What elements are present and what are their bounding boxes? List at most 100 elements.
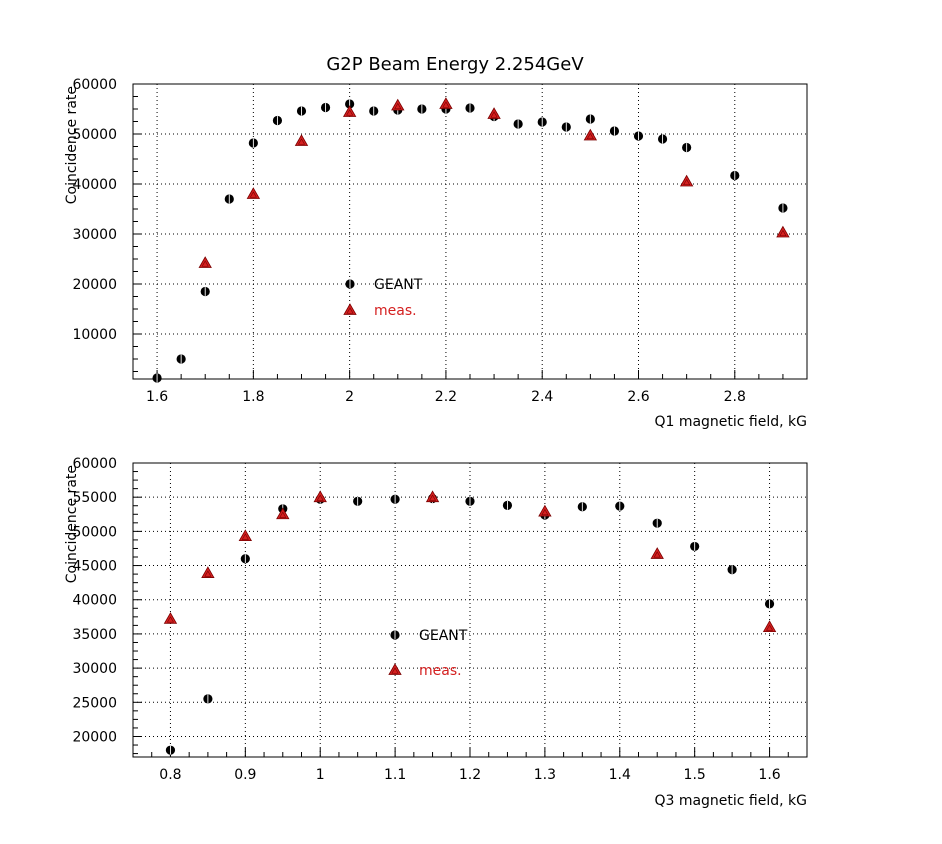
x-tick-label: 1.6 xyxy=(758,767,780,783)
x-tick-label: 0.9 xyxy=(234,767,256,783)
data-point xyxy=(439,97,453,109)
y-tick-label: 60000 xyxy=(72,77,117,93)
data-point xyxy=(238,529,253,542)
x-tick-label: 2.4 xyxy=(531,389,553,405)
data-point xyxy=(240,554,250,564)
x-axis-label: Q1 magnetic field, kG xyxy=(654,414,807,430)
data-point xyxy=(583,128,598,141)
data-point xyxy=(487,107,501,119)
x-tick-label: 1.1 xyxy=(384,767,406,783)
data-point xyxy=(762,620,777,632)
y-tick-label: 50000 xyxy=(72,127,117,143)
data-point xyxy=(561,122,571,132)
data-point xyxy=(633,131,644,141)
legend-marker-meas xyxy=(343,303,357,315)
x-tick-label: 1.6 xyxy=(146,389,168,405)
data-point xyxy=(657,134,668,144)
y-tick-label: 50000 xyxy=(72,524,117,540)
data-point xyxy=(730,170,740,181)
data-point xyxy=(294,134,309,146)
y-tick-label: 60000 xyxy=(72,456,117,472)
y-tick-label: 40000 xyxy=(72,593,117,609)
legend-marker-geant xyxy=(345,279,355,289)
data-point xyxy=(682,142,692,153)
data-point xyxy=(615,501,625,511)
data-point xyxy=(369,106,379,116)
x-tick-label: 2.8 xyxy=(724,389,746,405)
data-point xyxy=(417,104,427,114)
x-tick-label: 1.8 xyxy=(242,389,264,405)
y-tick-label: 25000 xyxy=(72,695,117,711)
y-tick-label: 55000 xyxy=(72,490,117,506)
y-tick-label: 10000 xyxy=(72,327,117,343)
data-point xyxy=(727,565,737,575)
x-tick-label: 2.6 xyxy=(627,389,649,405)
data-point xyxy=(585,114,595,124)
x-axis-label: Q3 magnetic field, kG xyxy=(654,793,807,809)
y-tick-label: 30000 xyxy=(72,227,117,243)
x-tick-label: 1.5 xyxy=(684,767,706,783)
data-point xyxy=(313,490,327,503)
data-point xyxy=(538,504,552,517)
y-tick-label: 30000 xyxy=(72,661,117,677)
data-point xyxy=(272,115,283,126)
data-point xyxy=(764,599,775,609)
data-point xyxy=(391,98,405,111)
data-point xyxy=(296,106,307,116)
legend: GEANT meas. xyxy=(343,277,423,319)
data-point xyxy=(652,518,662,528)
y-tick-label: 35000 xyxy=(72,627,117,643)
data-point xyxy=(203,694,213,704)
data-point xyxy=(342,105,357,117)
y-tick-label: 45000 xyxy=(72,559,117,575)
data-point xyxy=(353,496,363,506)
legend-marker-geant xyxy=(390,630,400,640)
data-point xyxy=(679,174,694,187)
series-geant xyxy=(152,99,788,383)
y-tick-label: 20000 xyxy=(72,729,117,745)
data-point xyxy=(224,194,234,204)
series-meas xyxy=(198,97,790,268)
legend-label-geant: GEANT xyxy=(419,628,468,644)
top-panel: 1.6 1.8 2 2.2 2.4 2.6 2.8 10000 20000 30000 40000 5… xyxy=(64,77,808,430)
y-tick-label: 40000 xyxy=(72,177,117,193)
grid xyxy=(133,83,807,379)
x-tick-label: 1 xyxy=(316,767,325,783)
data-point xyxy=(425,490,440,503)
data-point xyxy=(690,541,700,552)
data-point xyxy=(163,612,178,624)
data-point xyxy=(577,502,587,512)
legend-marker-meas xyxy=(388,663,402,675)
data-point xyxy=(390,494,400,504)
x-tick-label: 2.2 xyxy=(435,389,457,405)
legend: GEANT meas. xyxy=(388,628,468,679)
x-tick-label: 1.4 xyxy=(609,767,631,783)
series-meas xyxy=(163,490,777,632)
x-tick-label: 1.3 xyxy=(534,767,556,783)
x-tick-label: 1.2 xyxy=(459,767,481,783)
data-point xyxy=(609,126,620,136)
data-point xyxy=(778,203,788,213)
data-point xyxy=(465,496,475,506)
chart-title: G2P Beam Energy 2.254GeV xyxy=(326,54,584,75)
legend-label-geant: GEANT xyxy=(374,277,423,293)
x-tick-label: 2 xyxy=(345,389,354,405)
data-point xyxy=(276,507,290,520)
data-point xyxy=(513,119,523,129)
data-point xyxy=(201,566,215,578)
y-axis-label: Coincidence rate xyxy=(64,465,80,583)
data-point xyxy=(650,547,664,559)
data-point xyxy=(176,354,186,364)
data-point xyxy=(200,286,210,297)
data-point xyxy=(537,117,547,127)
data-point xyxy=(502,500,513,510)
y-axis-label: Coincidence rate xyxy=(64,86,80,204)
data-point xyxy=(165,745,176,755)
data-point xyxy=(198,256,212,268)
plot-frame xyxy=(132,83,808,380)
data-point xyxy=(248,138,258,148)
x-tick-label: 0.8 xyxy=(159,767,181,783)
bottom-panel: 0.8 0.9 1 1.1 1.2 1.3 1.4 1.5 1.6 20000 25000 30000… xyxy=(64,456,808,809)
data-point xyxy=(776,225,790,238)
